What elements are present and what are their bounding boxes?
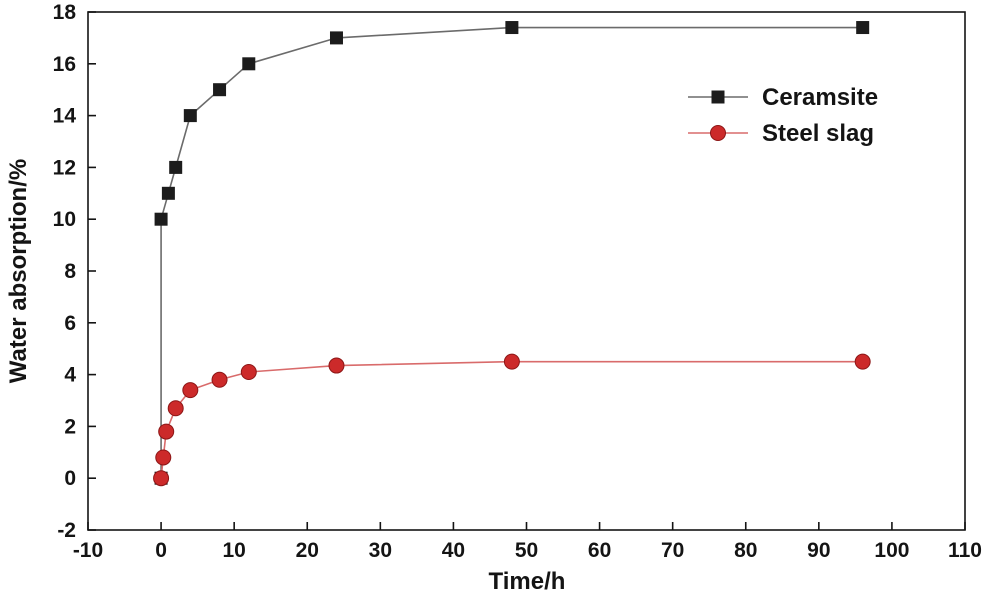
x-tick-label: 90 bbox=[807, 539, 830, 562]
x-tick-label: 70 bbox=[661, 539, 684, 562]
x-axis-title: Time/h bbox=[489, 568, 566, 595]
data-point-circle-steel-slag bbox=[182, 382, 199, 399]
data-point-square-ceramsite bbox=[242, 57, 256, 71]
data-point-circle-steel-slag bbox=[854, 353, 871, 370]
y-tick-label: 4 bbox=[64, 364, 76, 387]
y-tick-label: 10 bbox=[53, 208, 76, 231]
x-tick-label: 10 bbox=[222, 539, 245, 562]
data-point-circle-steel-slag bbox=[503, 353, 520, 370]
data-point-square-ceramsite bbox=[183, 109, 197, 123]
legend-marker-square bbox=[711, 90, 725, 104]
data-point-square-ceramsite bbox=[161, 186, 175, 200]
data-point-circle-steel-slag bbox=[328, 357, 345, 374]
series-line-steel-slag bbox=[160, 360, 863, 479]
x-tick-label: 100 bbox=[874, 539, 909, 562]
legend-label-steel-slag: Steel slag bbox=[762, 120, 874, 147]
y-tick-label: -2 bbox=[57, 519, 76, 542]
y-tick-label: 0 bbox=[64, 467, 76, 490]
legend-label-ceramsite: Ceramsite bbox=[762, 84, 878, 111]
x-tick-label: 60 bbox=[588, 539, 611, 562]
data-point-square-ceramsite bbox=[213, 83, 227, 97]
data-point-square-ceramsite bbox=[169, 160, 183, 174]
y-tick-label: 6 bbox=[64, 312, 76, 335]
x-tick-label: 0 bbox=[155, 539, 167, 562]
legend-marker-circle bbox=[710, 125, 726, 141]
data-point-circle-steel-slag bbox=[240, 364, 257, 381]
data-point-circle-steel-slag bbox=[167, 400, 184, 417]
y-tick-label: 18 bbox=[53, 1, 77, 24]
y-tick-label: 14 bbox=[53, 105, 77, 128]
x-tick-label: 20 bbox=[296, 539, 319, 562]
y-axis-title: Water absorption/% bbox=[5, 159, 32, 383]
data-point-circle-steel-slag bbox=[155, 449, 172, 466]
y-tick-label: 16 bbox=[53, 53, 76, 76]
data-point-circle-steel-slag bbox=[211, 371, 228, 388]
x-tick-label: 110 bbox=[948, 539, 982, 562]
data-point-square-ceramsite bbox=[856, 21, 870, 35]
x-tick-label: 80 bbox=[734, 539, 757, 562]
data-point-square-ceramsite bbox=[505, 21, 519, 35]
x-tick-label: 40 bbox=[442, 539, 465, 562]
data-point-square-ceramsite bbox=[329, 31, 343, 45]
series-line-ceramsite bbox=[160, 26, 863, 479]
x-tick-label: -10 bbox=[73, 539, 103, 562]
plot-area: -10 0 10 20 30 40 50 60 70 80 90 100 110 -2 0 2 4 6 8 10 12 1… bbox=[53, 1, 982, 562]
data-point-square-ceramsite bbox=[154, 212, 168, 226]
data-point-circle-steel-slag bbox=[153, 470, 170, 487]
x-tick-label: 30 bbox=[369, 539, 392, 562]
x-tick-label: 50 bbox=[515, 539, 538, 562]
data-point-circle-steel-slag bbox=[158, 423, 175, 440]
y-tick-label: 8 bbox=[64, 260, 76, 283]
y-tick-label: 12 bbox=[53, 156, 76, 179]
y-tick-label: 2 bbox=[64, 415, 76, 438]
